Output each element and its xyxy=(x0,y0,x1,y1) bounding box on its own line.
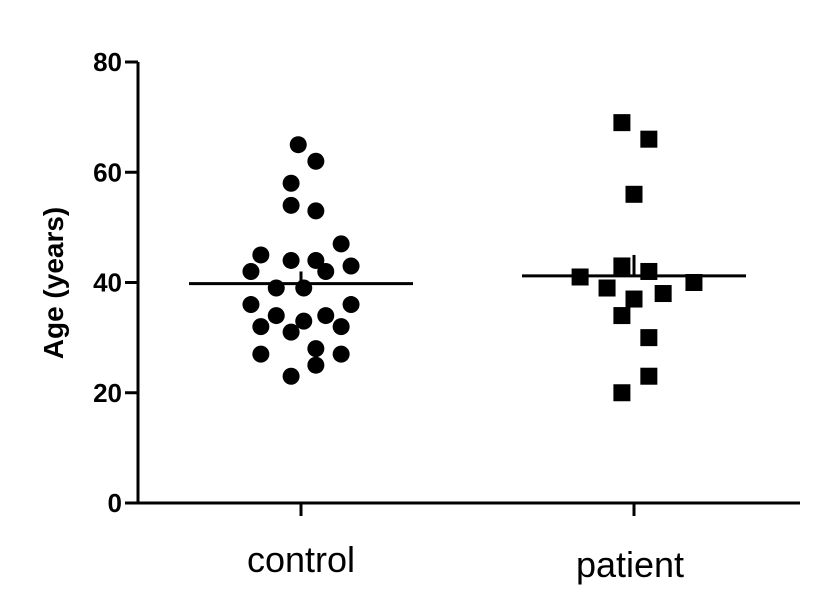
patient-point-11 xyxy=(640,329,658,347)
patient-point-12 xyxy=(640,367,658,385)
control-point-18 xyxy=(295,312,313,330)
patient-point-10 xyxy=(613,307,631,325)
patient-point-0 xyxy=(613,114,631,132)
control-point-15 xyxy=(342,296,360,314)
control-point-25 xyxy=(307,356,325,374)
control-point-2 xyxy=(282,174,300,192)
control-point-24 xyxy=(332,345,350,363)
control-point-22 xyxy=(307,340,325,358)
patient-point-13 xyxy=(613,384,631,402)
patient-point-1 xyxy=(640,130,658,148)
y-tick-label-80: 80 xyxy=(93,47,122,77)
control-point-16 xyxy=(267,307,285,325)
control-point-20 xyxy=(332,318,350,336)
category-label-control: control xyxy=(247,539,355,580)
control-point-0 xyxy=(289,136,307,154)
category-label-patient: patient xyxy=(576,544,684,585)
patient-point-4 xyxy=(640,262,658,280)
control-point-9 xyxy=(242,262,260,280)
y-tick-label-40: 40 xyxy=(93,268,122,298)
y-tick-label-20: 20 xyxy=(93,378,122,408)
control-point-13 xyxy=(295,279,313,297)
data-points xyxy=(242,114,703,402)
control-point-8 xyxy=(307,251,325,269)
control-point-14 xyxy=(242,296,260,314)
control-point-12 xyxy=(267,279,285,297)
control-point-21 xyxy=(282,323,300,341)
control-point-6 xyxy=(252,246,270,264)
control-point-10 xyxy=(317,262,335,280)
patient-point-6 xyxy=(685,274,703,291)
control-point-3 xyxy=(282,196,300,214)
control-point-26 xyxy=(282,367,300,385)
y-tick-label-60: 60 xyxy=(93,157,122,187)
patient-point-3 xyxy=(613,257,631,275)
control-point-7 xyxy=(282,251,300,269)
control-point-5 xyxy=(332,235,350,253)
patient-point-7 xyxy=(598,279,616,297)
y-ticks: 0 20 40 60 80 xyxy=(93,47,138,518)
patient-point-8 xyxy=(654,285,672,303)
patient-point-9 xyxy=(625,290,643,308)
y-axis-label: Age (years) xyxy=(38,207,69,360)
control-point-17 xyxy=(317,307,335,325)
x-ticks xyxy=(299,503,636,516)
summary-lines xyxy=(189,254,746,286)
control-point-23 xyxy=(252,345,270,363)
patient-point-2 xyxy=(625,185,643,203)
control-point-1 xyxy=(307,152,325,170)
control-point-4 xyxy=(307,202,325,220)
control-point-19 xyxy=(252,318,270,336)
y-tick-label-0: 0 xyxy=(108,488,122,518)
control-point-11 xyxy=(342,257,360,275)
